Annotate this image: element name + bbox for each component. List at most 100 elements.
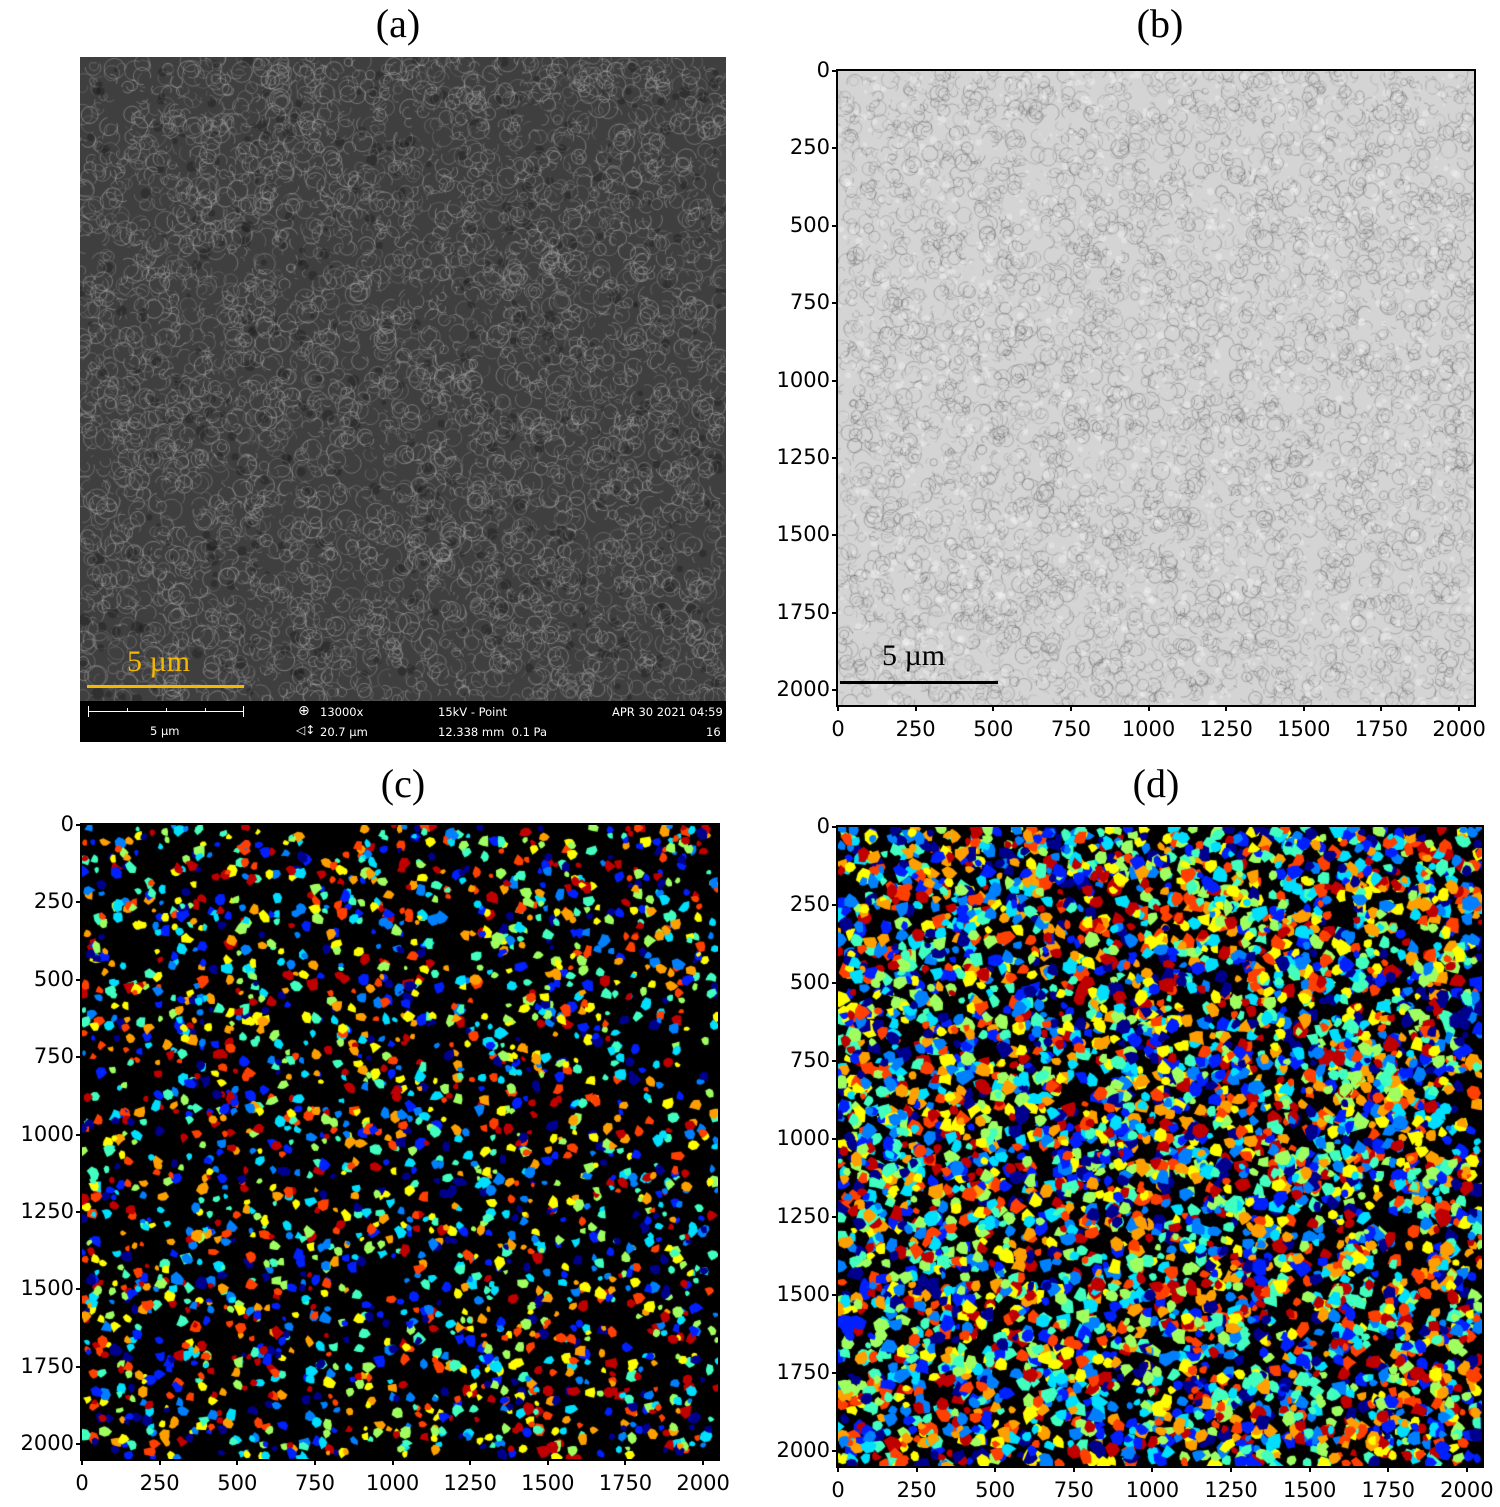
panel-c-xtick-label: 250 (139, 1471, 180, 1495)
panel-c-ytick-mark (76, 1288, 82, 1291)
scale-bar-line-b (840, 681, 998, 684)
panel-c-xtick-mark (81, 1459, 83, 1465)
panel-c-ytick-label: 2000 (20, 1431, 74, 1456)
panel-c-xtick-mark (624, 1459, 627, 1465)
panel-b-xtick-label: 1000 (1121, 717, 1176, 741)
sem-field-width: 20.7 µm (320, 725, 368, 739)
panel-b-xtick-label: 0 (831, 717, 845, 741)
scale-bar-label-b: 5 µm (882, 639, 946, 672)
panel-b-xtick-mark (914, 705, 917, 711)
panel-b-ytick-mark (832, 689, 838, 692)
panel-b-ytick-label: 1500 (776, 522, 830, 547)
panel-c-xtick-mark (236, 1459, 239, 1465)
panel-b-ytick-label: 2000 (776, 677, 830, 702)
panel-d-ytick-label: 500 (789, 970, 830, 994)
panel-b-ytick-mark (832, 70, 838, 72)
panel-d-xtick-mark (837, 1466, 839, 1472)
panel-d-xtick-mark (915, 1466, 918, 1472)
panel-c-ytick-label: 1000 (20, 1121, 74, 1146)
panel-d-ytick-label: 1750 (776, 1360, 830, 1385)
panel-d-xtick-mark (1151, 1466, 1154, 1472)
sem-datetime: APR 30 2021 04:59 (612, 705, 723, 719)
panel-b-xtick-label: 2000 (1432, 717, 1486, 741)
panel-b-ytick-mark (832, 302, 838, 305)
panel-c-ytick-mark (76, 1133, 82, 1136)
scale-bar-label: 5 µm (127, 645, 191, 678)
panel-b-xtick-mark (1302, 705, 1305, 711)
panel-d-ytick-label: 1500 (776, 1282, 830, 1307)
panel-c-ytick-label: 1500 (20, 1276, 74, 1301)
processed-image-b: 5 µm (836, 69, 1476, 707)
panel-c-ytick-mark (76, 824, 82, 826)
panel-d-xtick-label: 1750 (1361, 1478, 1415, 1502)
panel-label-b: (b) (1136, 1, 1184, 46)
panel-d-xtick-label: 1000 (1125, 1478, 1180, 1502)
panel-d-xtick-mark (1465, 1466, 1468, 1472)
panel-b-xtick-label: 250 (895, 717, 936, 741)
panel-b-xtick-mark (1458, 705, 1461, 711)
panel-c-xtick-mark (702, 1459, 705, 1465)
panel-d-xtick-label: 1250 (1204, 1478, 1258, 1502)
panel-b-xtick-mark (992, 705, 995, 711)
panel-c-xtick-label: 1750 (598, 1471, 653, 1495)
sem-voltage-mode: 15kV - Point (438, 705, 508, 719)
sem-magnification: 13000x (320, 705, 364, 719)
panel-c-ytick-mark (76, 1365, 82, 1368)
panel-d-ytick-mark (832, 1372, 838, 1375)
panel-c-ytick-label: 1750 (20, 1353, 74, 1378)
panel-b-ytick-mark (832, 534, 838, 537)
panel-d-xtick-mark (1072, 1466, 1075, 1472)
panel-b-ytick-mark (832, 611, 838, 614)
panel-c-xtick-label: 500 (217, 1471, 258, 1495)
panel-d-xtick-label: 1500 (1282, 1478, 1337, 1502)
panel-d-ytick-mark (832, 1294, 838, 1297)
panel-d-ytick-mark (832, 904, 838, 906)
panel-c-xtick-mark (391, 1459, 394, 1465)
panel-c-xtick-label: 750 (294, 1471, 335, 1495)
sem-info-bar: 5 µm ⊕ 13000x ◁↕ 20.7 µm 15kV - Point 12… (80, 701, 726, 742)
panel-c-ytick-label: 1250 (20, 1198, 74, 1223)
panel-d-ytick-mark (832, 1060, 838, 1062)
sem-number: 16 (706, 725, 721, 739)
panel-b-ytick-mark (832, 147, 838, 150)
panel-d-xtick-mark (1308, 1466, 1311, 1472)
panel-c-xtick-mark (469, 1459, 472, 1465)
panel-b-ytick-label: 500 (789, 212, 830, 237)
panel-b-xtick-label: 1500 (1277, 717, 1331, 741)
panel-c-ytick-mark (76, 1056, 82, 1059)
panel-d-ytick-label: 1000 (776, 1126, 830, 1150)
panel-c-ytick-label: 750 (33, 1044, 74, 1069)
panel-b-ytick-label: 250 (789, 135, 830, 160)
panel-d-ytick-mark (832, 982, 838, 984)
panel-c-xtick-label: 1250 (443, 1471, 497, 1495)
panel-b-xtick-mark (837, 705, 839, 711)
panel-b-xtick-mark (1069, 705, 1072, 711)
panel-label-a: (a) (375, 1, 421, 46)
labeled-grains-c (80, 823, 720, 1461)
panel-b-xtick-label: 500 (973, 717, 1014, 741)
panel-c-xtick-mark (313, 1459, 316, 1465)
panel-b-ytick-label: 1250 (776, 444, 830, 469)
panel-d-xtick-label: 750 (1053, 1478, 1094, 1502)
field-width-icon: ◁↕ (296, 723, 316, 737)
labeled-grains-d (836, 825, 1484, 1468)
sem-micrograph: 5 µm (80, 57, 726, 701)
panel-c-xtick-label: 0 (75, 1471, 89, 1495)
panel-c-xtick-mark (158, 1459, 161, 1465)
panel-d-xtick-mark (1387, 1466, 1390, 1472)
panel-b-xtick-label: 1750 (1354, 717, 1409, 741)
sem-wd-pressure: 12.338 mm 0.1 Pa (438, 725, 548, 739)
panel-d-ytick-mark (832, 1216, 838, 1218)
panel-b-ytick-mark (832, 379, 838, 382)
panel-d-xtick-label: 0 (831, 1478, 845, 1502)
panel-d-ytick-label: 0 (816, 814, 830, 838)
panel-b-xtick-mark (1225, 705, 1228, 711)
panel-b-ytick-label: 0 (816, 58, 830, 82)
scale-bar-line (87, 685, 244, 688)
panel-d-xtick-label: 500 (975, 1478, 1016, 1502)
panel-d-xtick-mark (994, 1466, 997, 1472)
panel-d-xtick-label: 250 (896, 1478, 937, 1502)
panel-d-ytick-label: 250 (789, 892, 830, 916)
panel-d-ytick-label: 2000 (776, 1438, 830, 1463)
magnify-icon: ⊕ (298, 703, 310, 719)
